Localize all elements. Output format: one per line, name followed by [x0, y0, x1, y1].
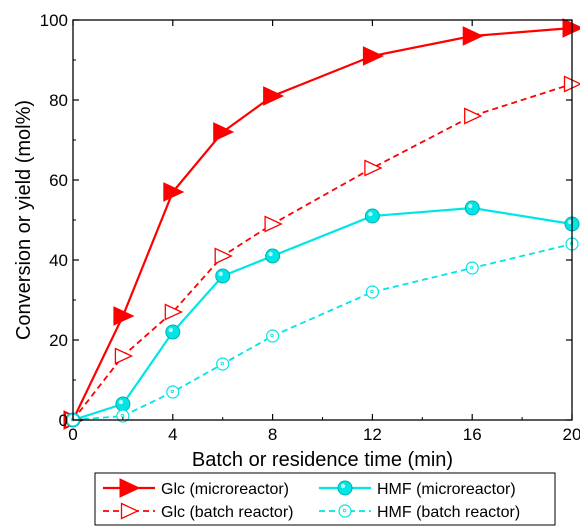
plot-area: 0 4 8 12 16 20 0 20 40 60 80 100	[40, 11, 580, 444]
y-tick-label: 40	[49, 251, 68, 270]
data-point-0-6	[462, 26, 484, 46]
data-point-1-2	[164, 303, 183, 321]
data-point-2-3-highlight	[218, 271, 223, 277]
data-point-0-2	[163, 182, 185, 202]
data-point-1-1	[114, 347, 134, 365]
data-point-2-6	[464, 200, 480, 216]
data-point-2-2	[165, 324, 181, 340]
y-tick-label: 100	[40, 11, 68, 30]
y-axis-label: Conversion or yield (mol%)	[13, 100, 35, 340]
data-point-2-1	[115, 396, 131, 412]
data-point-2-1-highlight	[118, 399, 124, 405]
x-axis-label: Batch or residence time (min)	[192, 449, 453, 471]
y-tick-label: 60	[49, 171, 68, 190]
data-point-3-6	[465, 261, 479, 275]
legend-marker-0	[119, 478, 141, 498]
data-point-0-3	[213, 122, 235, 142]
y-tick-label: 80	[49, 91, 68, 110]
data-point-1-3	[214, 247, 233, 265]
data-point-2-6-highlight	[468, 203, 473, 209]
legend-label-3: HMF (batch reactor)	[377, 504, 520, 521]
series-line-1	[72, 83, 573, 421]
legend-marker-2	[337, 480, 353, 496]
data-point-3-6-dot	[470, 265, 474, 270]
data-point-0-5	[362, 46, 384, 66]
y-tick-label: 0	[59, 411, 68, 430]
legend: Glc (microreactor) Glc (batch reactor) HMF…	[94, 472, 556, 526]
legend-marker-1	[120, 502, 140, 520]
legend-label-2: HMF (microreactor)	[377, 481, 516, 498]
data-point-0-4	[263, 86, 285, 106]
data-point-3-4	[266, 329, 280, 343]
data-point-3-3	[216, 357, 230, 371]
plot-frame	[72, 19, 573, 421]
x-tick-label: 4	[168, 425, 177, 444]
data-point-2-5	[364, 208, 380, 224]
legend-box	[94, 472, 556, 526]
x-tick-label: 16	[463, 425, 482, 444]
data-point-3-1-dot	[120, 413, 125, 418]
x-tick-label: 0	[68, 425, 77, 444]
legend-marker-3	[338, 504, 352, 518]
data-point-1-6	[464, 107, 483, 125]
data-point-1-5	[364, 159, 383, 177]
x-tick-label: 12	[363, 425, 382, 444]
y-tick-label: 20	[49, 331, 68, 350]
series-line-3	[72, 243, 573, 421]
data-point-2-2-highlight	[168, 327, 173, 333]
data-point-2-4	[265, 248, 281, 264]
data-point-2-4-highlight	[268, 251, 273, 257]
legend-label-0: Glc (microreactor)	[161, 481, 289, 498]
data-point-2-3	[215, 268, 231, 284]
data-point-3-5	[365, 285, 379, 299]
x-tick-label: 20	[563, 425, 580, 444]
data-point-3-4-dot	[270, 333, 274, 338]
legend-marker-2-highlight	[340, 483, 346, 489]
data-point-0-1	[113, 306, 135, 326]
x-tick-label: 8	[268, 425, 277, 444]
series-line-0	[72, 26, 573, 421]
data-point-1-4	[264, 215, 283, 233]
data-point-2-7-highlight	[567, 219, 573, 225]
data-point-3-5-dot	[370, 289, 374, 294]
legend-label-1: Glc (batch reactor)	[161, 504, 293, 521]
data-point-2-5-highlight	[368, 211, 373, 217]
data-point-3-2-dot	[170, 389, 174, 394]
series-line-2	[72, 206, 573, 422]
data-point-3-3-dot	[220, 361, 224, 366]
legend-marker-3-dot	[342, 508, 347, 513]
data-point-3-1	[116, 409, 130, 423]
data-point-3-2	[166, 385, 180, 399]
